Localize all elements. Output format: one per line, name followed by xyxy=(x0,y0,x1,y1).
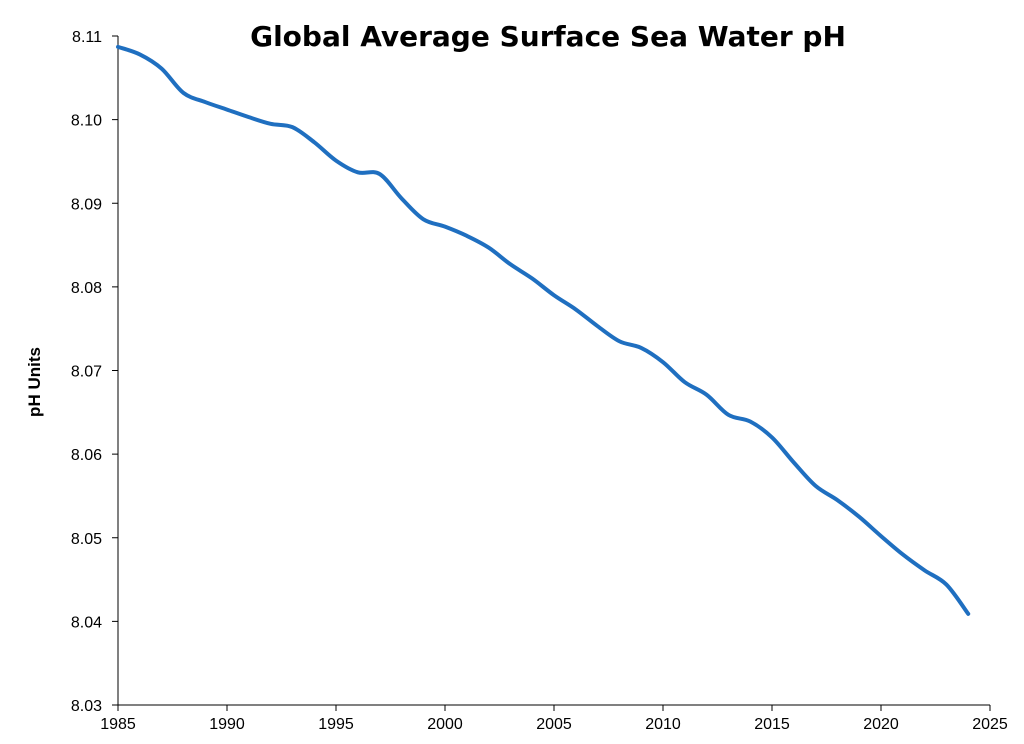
y-tick-label: 8.11 xyxy=(72,29,102,46)
series-line-0 xyxy=(116,44,971,616)
plot-area xyxy=(116,44,971,616)
y-tick-label: 8.04 xyxy=(71,614,102,631)
x-tick-label: 2025 xyxy=(972,716,1008,733)
x-tick-label: 2005 xyxy=(536,716,572,733)
x-tick-label: 2020 xyxy=(863,716,899,733)
y-tick-label: 8.06 xyxy=(71,447,102,464)
y-tick-label: 8.03 xyxy=(71,698,102,715)
x-tick-label: 2015 xyxy=(754,716,790,733)
y-tick-label: 8.10 xyxy=(71,113,102,130)
y-tick-label: 8.08 xyxy=(71,280,102,297)
x-tick-label: 2010 xyxy=(645,716,681,733)
x-tick-label: 1990 xyxy=(209,716,245,733)
y-tick-label: 8.07 xyxy=(71,364,102,381)
x-tick-label: 1985 xyxy=(100,716,136,733)
y-axis-title: pH Units xyxy=(25,347,44,417)
y-tick-label: 8.05 xyxy=(71,531,102,548)
y-tick-label: 8.09 xyxy=(71,196,102,213)
chart-title: Global Average Surface Sea Water pH xyxy=(250,20,846,53)
x-tick-label: 2000 xyxy=(427,716,463,733)
axis-ticks: 8.03 8.04 8.05 8.06 8.07 8.08 8.09 8.10 8.11 1985… xyxy=(71,29,1008,733)
x-tick-label: 1995 xyxy=(318,716,354,733)
axes xyxy=(117,36,990,706)
